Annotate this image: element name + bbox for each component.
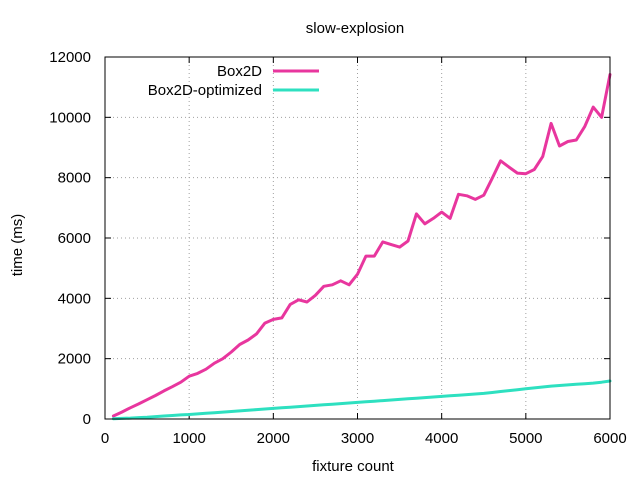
x-tick-label: 1000 xyxy=(172,430,205,447)
x-tick-label: 3000 xyxy=(341,430,374,447)
x-tick-label: 5000 xyxy=(509,430,542,447)
x-tick-label: 0 xyxy=(101,430,109,447)
x-axis-label: fixture count xyxy=(312,458,395,475)
y-tick-label: 10000 xyxy=(49,109,91,126)
plot-frame xyxy=(104,56,611,420)
series-lines xyxy=(111,73,612,421)
series-line-box2d-optimized xyxy=(111,379,612,421)
y-tick-label: 8000 xyxy=(58,170,91,187)
y-tick-label: 4000 xyxy=(58,290,91,307)
legend-label: Box2D-optimized xyxy=(148,82,262,99)
y-axis-label: time (ms) xyxy=(9,214,26,277)
series-line-box2d xyxy=(111,73,612,418)
x-tick-label: 6000 xyxy=(593,430,626,447)
y-tick-label: 0 xyxy=(83,411,91,428)
y-tick-label: 2000 xyxy=(58,351,91,368)
y-tick-label: 6000 xyxy=(58,230,91,247)
y-tick-label: 12000 xyxy=(49,49,91,66)
axis-ticks: 0 1000 2000 3000 4000 5000 6000 0 2000 4000 6000 80… xyxy=(49,49,626,447)
gridlines xyxy=(105,57,610,419)
x-tick-label: 4000 xyxy=(425,430,458,447)
legend-label: Box2D xyxy=(217,63,262,80)
legend: Box2D Box2D-optimized xyxy=(148,63,319,99)
chart-title: slow-explosion xyxy=(306,20,404,37)
x-tick-label: 2000 xyxy=(257,430,290,447)
